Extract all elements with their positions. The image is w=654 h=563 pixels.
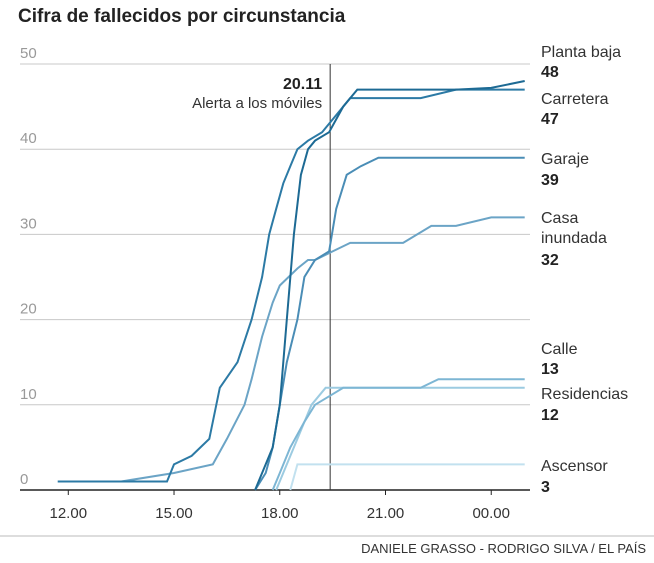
end-value: 48 <box>541 64 559 81</box>
source: DANIELE GRASSO - RODRIGO SILVA / EL PAÍS <box>361 541 646 556</box>
series-line <box>121 216 525 483</box>
x-tick-label: 15.00 <box>155 505 193 522</box>
end-value: 12 <box>541 407 559 424</box>
end-value: 32 <box>541 252 559 269</box>
y-tick-label: 40 <box>20 130 37 147</box>
annotation-label: 20.11 <box>283 76 322 93</box>
end-value: 47 <box>541 111 559 128</box>
series-line <box>289 463 525 491</box>
chart-title: Cifra de fallecidos por circunstancia <box>18 6 346 27</box>
series-line <box>271 378 525 491</box>
series-line <box>254 80 525 491</box>
y-tick-label: 20 <box>20 301 37 318</box>
y-tick-label: 50 <box>20 45 37 62</box>
legend-label: Casa inundada <box>541 210 607 247</box>
x-tick-label: 18.00 <box>261 505 299 522</box>
legend-label: Carretera <box>541 91 609 108</box>
end-value: 13 <box>541 361 559 378</box>
y-tick-label: 30 <box>20 215 37 232</box>
series-line <box>254 156 525 491</box>
x-tick-label: 21.00 <box>367 505 405 522</box>
end-value: 39 <box>541 172 559 189</box>
legend-label: Calle <box>541 341 578 358</box>
series-line <box>57 88 525 483</box>
x-tick-label: 00.00 <box>472 505 510 522</box>
legend-label: Garaje <box>541 151 590 168</box>
x-tick-label: 12.00 <box>50 505 88 522</box>
annotation-text: Alerta a los móviles <box>192 95 322 112</box>
y-tick-label: 10 <box>20 386 37 403</box>
end-value: 3 <box>541 479 550 496</box>
legend-label: Ascensor <box>541 458 608 475</box>
y-tick-label: 0 <box>20 471 28 488</box>
series-line <box>275 386 525 491</box>
legend-label: Planta baja <box>541 44 622 61</box>
legend-label: Residencias <box>541 386 629 403</box>
